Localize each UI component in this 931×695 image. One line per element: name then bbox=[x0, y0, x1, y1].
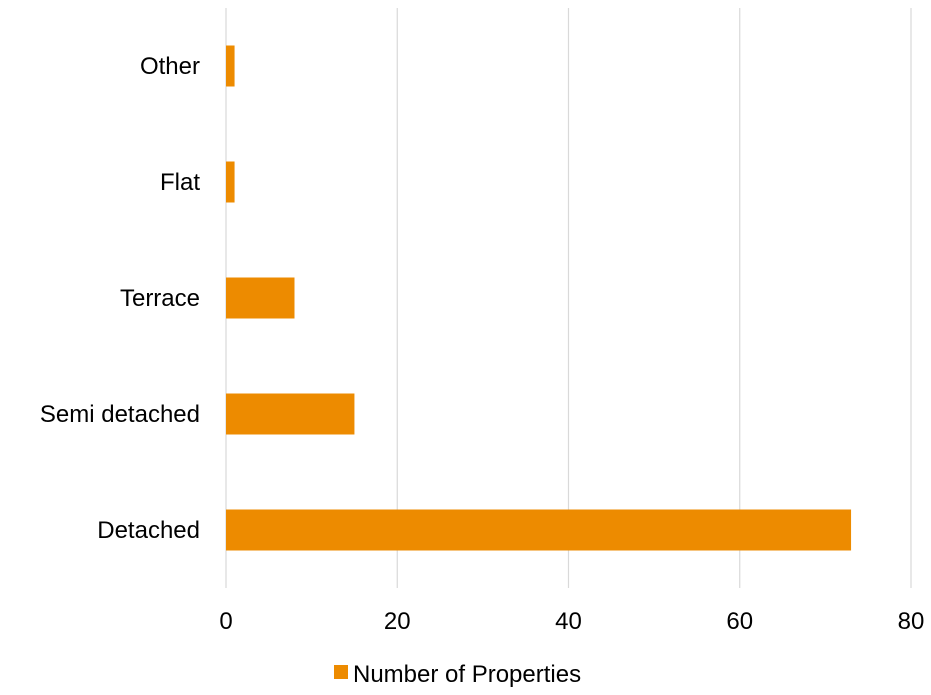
x-tick-label: 80 bbox=[898, 608, 925, 635]
x-tick-label: 40 bbox=[555, 608, 582, 635]
legend: Number of Properties bbox=[334, 661, 581, 688]
x-axis-tick-labels: 0 20 40 60 80 bbox=[219, 608, 924, 635]
legend-label: Number of Properties bbox=[353, 661, 581, 688]
bar bbox=[226, 161, 235, 203]
bars bbox=[226, 45, 852, 551]
x-tick-label: 20 bbox=[384, 608, 411, 635]
category-labels: Other Flat Terrace Semi detached Detached bbox=[40, 53, 200, 544]
category-label: Flat bbox=[160, 169, 200, 196]
bar bbox=[226, 509, 852, 551]
x-tick-label: 60 bbox=[726, 608, 753, 635]
gridlines bbox=[225, 8, 912, 588]
category-label: Semi detached bbox=[40, 401, 200, 428]
legend-swatch bbox=[334, 665, 348, 679]
category-label: Terrace bbox=[120, 285, 200, 312]
category-label: Other bbox=[140, 53, 200, 80]
bar bbox=[226, 45, 235, 87]
bar bbox=[226, 277, 295, 319]
x-tick-label: 0 bbox=[219, 608, 232, 635]
bar bbox=[226, 393, 355, 435]
category-label: Detached bbox=[97, 517, 200, 544]
